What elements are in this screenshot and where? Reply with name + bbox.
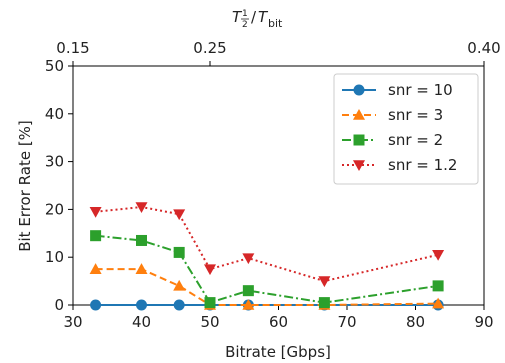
- data-point: [90, 299, 102, 311]
- top-tick-label: 0.25: [193, 39, 226, 57]
- top-axis-label-t-bit: T: [258, 8, 269, 26]
- x-tick-label: 60: [269, 313, 288, 331]
- x-axis-label: Bitrate [Gbps]: [225, 343, 331, 361]
- legend-label: snr = 3: [388, 106, 443, 124]
- data-point: [432, 280, 444, 292]
- series-line: [95, 268, 439, 306]
- top-axis-label: T 1 2 / T bit: [232, 8, 283, 30]
- top-axis-label-slash: /: [251, 8, 257, 26]
- legend-marker: [353, 160, 365, 171]
- data-point: [318, 297, 330, 309]
- y-tick-label: 40: [45, 105, 64, 123]
- top-tick-label: 0.15: [56, 39, 89, 57]
- series-2: [90, 230, 444, 309]
- bottom-axis: 30 40 50 60 70 80 90: [63, 305, 494, 331]
- legend-label: snr = 10: [388, 81, 453, 99]
- data-point: [135, 202, 148, 214]
- x-tick-label: 40: [132, 313, 151, 331]
- data-point: [242, 299, 255, 310]
- data-point: [90, 230, 102, 242]
- top-axis-label-t-half: T: [232, 8, 243, 26]
- legend-label: snr = 2: [388, 131, 443, 149]
- legend-marker: [353, 84, 365, 96]
- x-tick-label: 80: [406, 313, 425, 331]
- left-axis: 0 10 20 30 40 50: [45, 57, 73, 314]
- data-point: [318, 276, 331, 288]
- y-tick-label: 50: [45, 57, 64, 75]
- data-point: [432, 250, 445, 261]
- y-tick-label: 10: [45, 248, 64, 266]
- series-3: [89, 202, 445, 288]
- top-axis-label-half-num: 1: [242, 9, 248, 19]
- data-point: [89, 206, 102, 218]
- top-axis: 0.15 0.25 0.40: [56, 39, 501, 66]
- legend-item: snr = 1.2: [342, 156, 457, 174]
- legend-item: snr = 3: [342, 106, 443, 124]
- data-point: [242, 253, 255, 265]
- top-axis-label-half-den: 2: [242, 20, 248, 30]
- y-axis-label: Bit Error Rate [%]: [16, 120, 34, 252]
- series-layer: [89, 202, 445, 311]
- legend-box: [333, 73, 479, 185]
- data-point: [136, 234, 147, 246]
- y-tick-label: 0: [54, 296, 64, 314]
- data-point: [173, 209, 186, 221]
- x-tick-label: 30: [63, 313, 82, 331]
- x-tick-label: 90: [474, 313, 493, 331]
- top-tick-label: 0.40: [467, 39, 500, 57]
- data-point: [136, 299, 147, 311]
- data-point: [204, 297, 216, 309]
- top-axis-label-bit: bit: [268, 17, 283, 30]
- data-point: [173, 299, 185, 311]
- data-point: [173, 279, 186, 291]
- y-tick-label: 20: [45, 200, 64, 218]
- y-tick-label: 30: [45, 153, 64, 171]
- legend-label: snr = 1.2: [388, 156, 457, 174]
- x-tick-label: 70: [337, 313, 356, 331]
- legend-marker: [353, 109, 365, 120]
- legend-marker: [353, 134, 365, 146]
- data-point: [432, 297, 445, 309]
- data-point: [204, 264, 216, 276]
- data-point: [89, 263, 102, 274]
- data-point: [242, 285, 254, 297]
- legend: snr = 10 snr = 3 snr = 2 snr = 1.2: [333, 73, 479, 185]
- legend-item: snr = 10: [342, 81, 453, 99]
- data-point: [135, 263, 148, 274]
- legend-item: snr = 2: [342, 131, 443, 149]
- data-point: [173, 246, 185, 258]
- x-tick-label: 50: [200, 313, 219, 331]
